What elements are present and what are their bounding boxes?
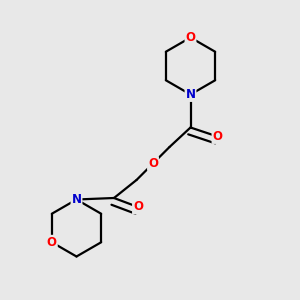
Text: N: N [185, 88, 196, 101]
Text: O: O [212, 130, 223, 143]
Text: N: N [71, 193, 82, 206]
Text: O: O [133, 200, 143, 214]
Text: O: O [47, 236, 57, 249]
Text: O: O [148, 157, 158, 170]
Text: O: O [185, 31, 196, 44]
